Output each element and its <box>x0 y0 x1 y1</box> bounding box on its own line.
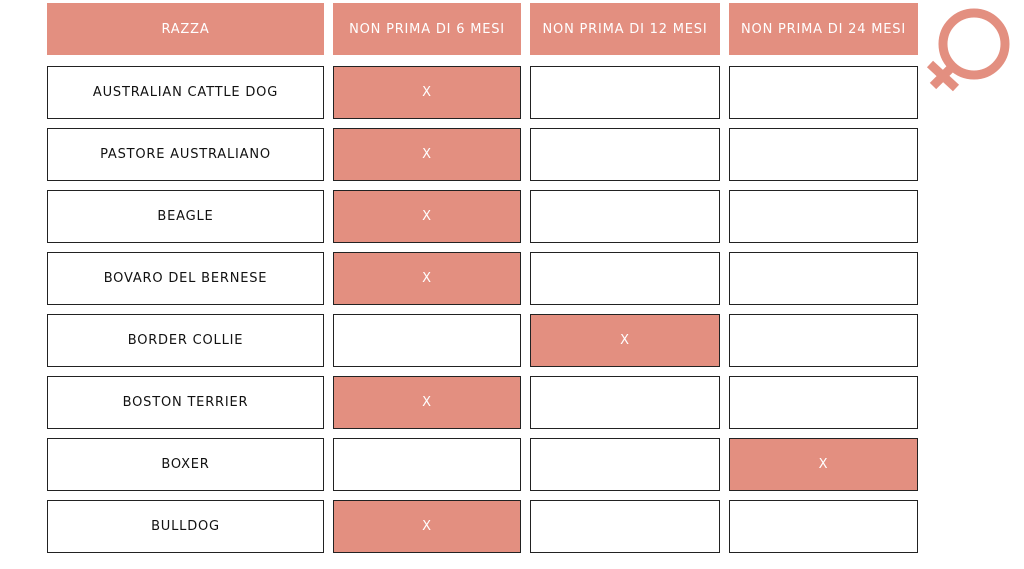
marked-cell: X <box>333 252 521 305</box>
female-symbol-icon <box>926 8 1010 92</box>
marked-cell: X <box>333 376 521 429</box>
marked-cell: X <box>333 190 521 243</box>
empty-cell <box>729 252 918 305</box>
empty-cell <box>530 500 720 553</box>
empty-cell <box>530 252 720 305</box>
breed-cell: BORDER COLLIE <box>47 314 324 367</box>
header-breed: RAZZA <box>47 3 324 55</box>
header-12-months: NON PRIMA DI 12 MESI <box>530 3 720 55</box>
breed-cell: BOXER <box>47 438 324 491</box>
empty-cell <box>729 128 918 181</box>
marked-cell: X <box>333 66 521 119</box>
breed-cell: BOVARO DEL BERNESE <box>47 252 324 305</box>
empty-cell <box>530 438 720 491</box>
empty-cell <box>530 128 720 181</box>
empty-cell <box>333 438 521 491</box>
breed-cell: BEAGLE <box>47 190 324 243</box>
empty-cell <box>729 190 918 243</box>
empty-cell <box>729 314 918 367</box>
empty-cell <box>333 314 521 367</box>
marked-cell: X <box>530 314 720 367</box>
header-6-months: NON PRIMA DI 6 MESI <box>333 3 521 55</box>
empty-cell <box>729 66 918 119</box>
breed-cell: BOSTON TERRIER <box>47 376 324 429</box>
empty-cell <box>729 500 918 553</box>
empty-cell <box>729 376 918 429</box>
marked-cell: X <box>333 500 521 553</box>
marked-cell: X <box>333 128 521 181</box>
empty-cell <box>530 376 720 429</box>
empty-cell <box>530 190 720 243</box>
breed-cell: AUSTRALIAN CATTLE DOG <box>47 66 324 119</box>
breed-cell: BULLDOG <box>47 500 324 553</box>
header-24-months: NON PRIMA DI 24 MESI <box>729 3 918 55</box>
empty-cell <box>530 66 720 119</box>
breed-cell: PASTORE AUSTRALIANO <box>47 128 324 181</box>
marked-cell: X <box>729 438 918 491</box>
